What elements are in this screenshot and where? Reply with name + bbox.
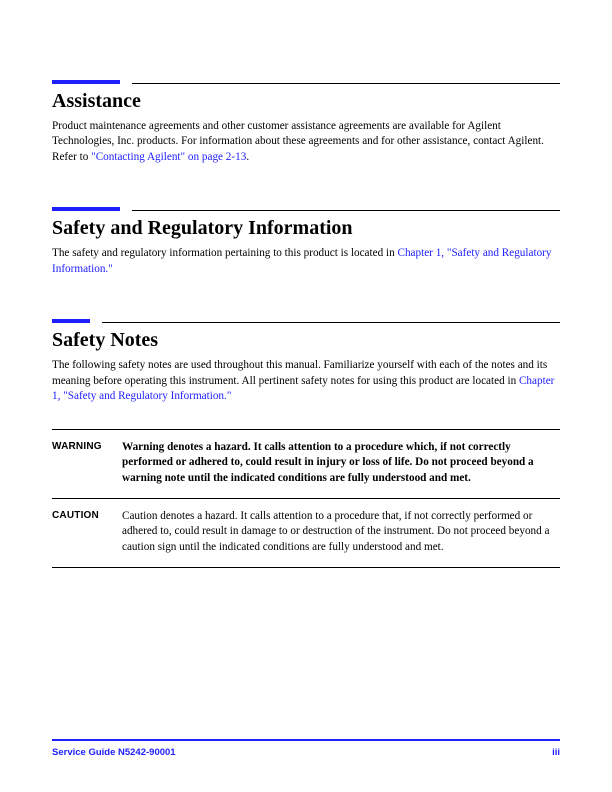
body-text: The following safety notes are used thro… xyxy=(52,359,547,386)
body-text: . xyxy=(246,151,249,163)
thin-rule xyxy=(102,322,560,323)
paragraph: The safety and regulatory information pe… xyxy=(52,246,560,277)
note-body-caution: Caution denotes a hazard. It calls atten… xyxy=(122,509,560,555)
thin-rule xyxy=(132,210,560,211)
link-contacting-agilent[interactable]: "Contacting Agilent" on page 2-13 xyxy=(91,151,246,163)
heading-safety-regulatory: Safety and Regulatory Information xyxy=(52,217,560,240)
note-label-caution: CAUTION xyxy=(52,509,122,555)
section-safety-notes: Safety Notes The following safety notes … xyxy=(52,319,560,568)
footer-left: Service Guide N5242-90001 xyxy=(52,747,176,758)
thin-rule xyxy=(132,83,560,84)
paragraph: Product maintenance agreements and other… xyxy=(52,119,560,165)
page-footer: Service Guide N5242-90001 iii xyxy=(52,739,560,758)
note-body-warning: Warning denotes a hazard. It calls atten… xyxy=(122,440,560,486)
section-rule xyxy=(52,207,560,211)
accent-bar xyxy=(52,207,120,211)
heading-assistance: Assistance xyxy=(52,90,560,113)
notes-table: WARNING Warning denotes a hazard. It cal… xyxy=(52,429,560,569)
accent-bar xyxy=(52,319,90,323)
heading-safety-notes: Safety Notes xyxy=(52,329,560,352)
body-text: The safety and regulatory information pe… xyxy=(52,247,397,259)
section-safety-regulatory: Safety and Regulatory Information The sa… xyxy=(52,207,560,277)
paragraph: The following safety notes are used thro… xyxy=(52,358,560,404)
section-assistance: Assistance Product maintenance agreement… xyxy=(52,80,560,165)
note-row-warning: WARNING Warning denotes a hazard. It cal… xyxy=(52,429,560,498)
section-rule xyxy=(52,319,560,323)
section-rule xyxy=(52,80,560,84)
page: Assistance Product maintenance agreement… xyxy=(0,0,612,792)
accent-bar xyxy=(52,80,120,84)
note-label-warning: WARNING xyxy=(52,440,122,486)
footer-page-number: iii xyxy=(552,747,560,758)
note-row-caution: CAUTION Caution denotes a hazard. It cal… xyxy=(52,498,560,568)
